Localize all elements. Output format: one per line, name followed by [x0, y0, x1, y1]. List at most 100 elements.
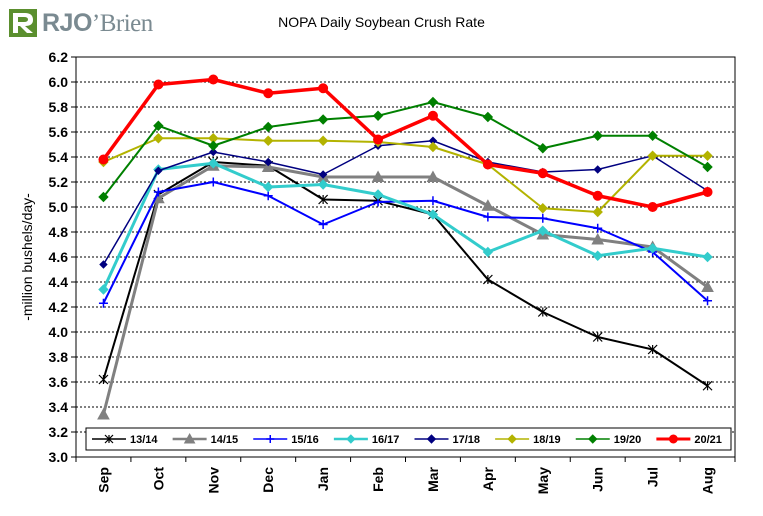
series-line — [102, 161, 709, 387]
series-13-14 — [98, 157, 713, 391]
data-point — [647, 130, 658, 141]
series-19-20 — [98, 96, 713, 203]
series-line — [102, 101, 709, 198]
data-point — [153, 79, 164, 90]
legend-label: 18/19 — [533, 434, 561, 446]
data-point — [426, 434, 437, 444]
data-point — [427, 141, 439, 153]
series-lines — [97, 74, 714, 420]
data-point — [588, 434, 598, 444]
y-tick-label: 5.8 — [49, 99, 69, 115]
data-point — [208, 158, 219, 169]
series-20-21 — [98, 74, 713, 212]
x-tick-label: Feb — [370, 467, 386, 492]
data-point — [373, 134, 384, 145]
data-point — [427, 209, 439, 220]
legend-label: 20/21 — [694, 434, 722, 446]
y-tick-label: 4.6 — [49, 249, 69, 265]
data-point — [154, 166, 163, 175]
y-tick-label: 4.2 — [49, 299, 69, 315]
data-point — [702, 187, 713, 197]
legend-item: 15/16 — [253, 434, 319, 446]
legend-box — [85, 427, 732, 451]
x-tick-label: Jun — [590, 467, 606, 492]
data-point — [592, 332, 603, 342]
data-point — [537, 307, 548, 317]
data-point — [591, 232, 605, 245]
data-point — [153, 133, 164, 144]
data-point — [372, 110, 384, 121]
y-tick-label: 5.6 — [49, 124, 69, 140]
legend-item: 17/18 — [414, 434, 480, 446]
data-point — [263, 135, 274, 146]
data-point — [372, 189, 384, 200]
data-point — [537, 225, 548, 236]
data-point — [98, 154, 109, 165]
data-point — [702, 161, 713, 173]
data-point — [98, 284, 109, 295]
rjobrien-logo: RJO’Brien — [8, 6, 153, 40]
x-tick-label: Apr — [480, 466, 496, 491]
data-point — [537, 168, 548, 179]
data-point — [208, 177, 218, 187]
series-line — [102, 140, 708, 265]
y-tick-label: 4.0 — [49, 324, 69, 340]
data-point — [702, 251, 713, 263]
legend-item: 13/14 — [92, 434, 158, 446]
data-point — [482, 274, 493, 285]
data-point — [208, 74, 219, 85]
data-point — [428, 196, 438, 206]
data-point — [592, 130, 603, 141]
data-point — [668, 434, 678, 444]
data-point — [426, 170, 440, 182]
y-axis-label: -million bushels/day- — [19, 193, 35, 321]
y-tick-label: 3.6 — [49, 374, 69, 390]
data-point — [266, 435, 275, 443]
series-line — [102, 181, 709, 304]
x-tick-label: Oct — [150, 467, 166, 491]
data-point — [317, 135, 329, 146]
series-16-17 — [98, 158, 713, 295]
legend-item: 14/15 — [172, 432, 238, 446]
data-point — [318, 170, 328, 179]
legend-item: 18/19 — [495, 434, 561, 446]
data-point — [647, 150, 658, 161]
legend-item: 16/17 — [333, 434, 400, 446]
data-point — [98, 191, 109, 203]
data-point — [104, 434, 114, 444]
data-point — [592, 250, 603, 261]
y-tick-label: 3.0 — [49, 449, 69, 465]
legend-label: 15/16 — [291, 434, 319, 446]
y-tick-label: 3.2 — [49, 424, 69, 440]
legend-label: 13/14 — [130, 434, 158, 446]
data-point — [263, 191, 273, 201]
y-tick-label: 3.8 — [49, 349, 69, 365]
data-point — [317, 114, 329, 125]
data-point — [482, 111, 494, 123]
series-line — [102, 161, 708, 291]
logo-apostrophe: ’ — [91, 9, 100, 37]
data-point — [318, 220, 328, 229]
series-line — [103, 137, 708, 213]
legend: 13/14 14/15 15/16 16/17 17/18 18/19 19/20 20/21 — [85, 427, 732, 451]
series-line — [102, 77, 709, 209]
data-point — [371, 170, 385, 182]
data-point — [263, 88, 274, 99]
legend-label: 16/17 — [372, 434, 400, 446]
x-tick-label: Jul — [645, 467, 661, 487]
data-point — [482, 159, 493, 170]
data-point — [153, 120, 164, 131]
data-point — [703, 296, 713, 306]
x-tick-label: Jan — [315, 467, 331, 491]
series-line — [102, 164, 709, 415]
legend-item: 20/21 — [656, 434, 722, 446]
logo-mark-icon — [8, 8, 38, 38]
x-tick-label: May — [535, 467, 551, 494]
data-point — [263, 181, 274, 193]
data-point — [209, 147, 218, 157]
data-point — [592, 206, 603, 218]
y-tick-label: 6.0 — [49, 74, 69, 90]
data-point — [701, 280, 714, 292]
data-point — [318, 83, 329, 94]
data-point — [702, 380, 713, 391]
